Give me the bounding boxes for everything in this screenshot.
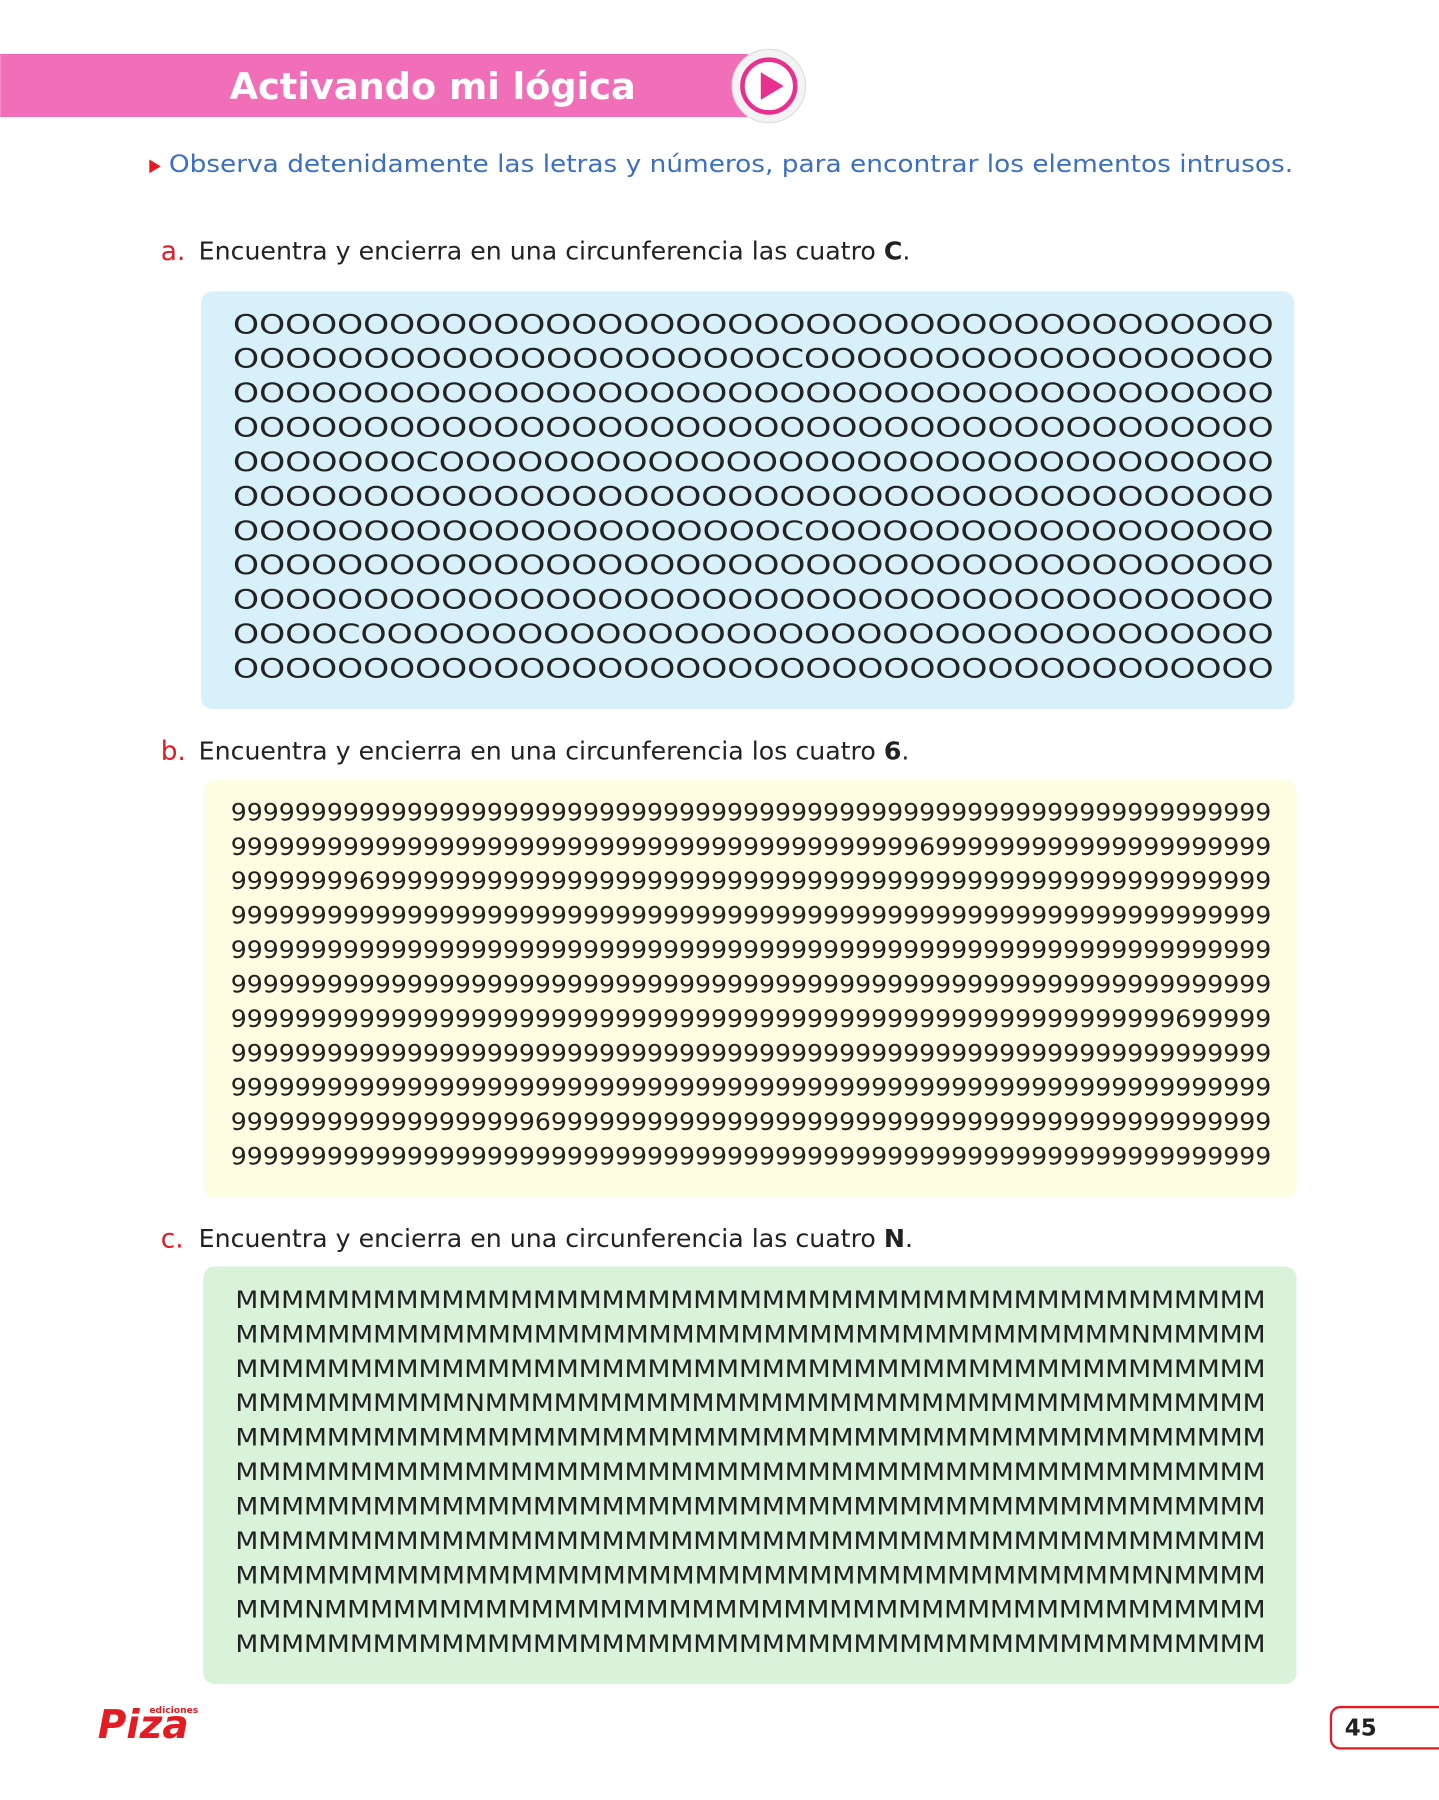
prompt-punct: . [902,236,910,265]
puzzle-row: MMMMMMMMMMMMMMMMMMMMMMMMMMMMMMMMMMMMMMMM… [235,1424,1265,1452]
prompt-target: N [884,1224,905,1253]
puzzle-row: OOOOOOOOOOOOOOOOOOOOOOOOOOOOOOOOOOOOOOOO [233,379,1274,409]
prompt-target: C [884,236,903,265]
puzzle-row: 9999999999999999999999999999999999999999… [231,1005,1272,1033]
puzzle-row: OOOOOOOOOOOOOOOOOOOOOOOOOOOOOOOOOOOOOOOO [233,482,1274,512]
puzzle-row: MMMMMMMMMMMMMMMMMMMMMMMMMMMMMMMMMMMMMMMM… [235,1630,1265,1658]
page-number: 45 [1345,1715,1377,1741]
puzzle-row: 9999999999999999999999999999999999999999… [231,902,1272,930]
puzzle-row: 9999999999999999999999999999999999999999… [231,1143,1272,1171]
prompt-target: 6 [884,737,902,766]
prompt-punct: . [905,1224,913,1253]
puzzle-box [203,1266,1297,1685]
header-bar [0,53,749,118]
section-label: b. [161,737,186,767]
prompt-punct: . [901,737,909,766]
puzzle-row: MMMMMMMMMMMMMMMMMMMMMMMMMMMMMMMMMMMMMMMM… [235,1492,1265,1520]
puzzle-row: MMMMMMMMMMMMMMMMMMMMMMMMMMMMMMMMMMMMMMMM… [235,1527,1265,1555]
header-title: Activando mi lógica [230,65,636,108]
puzzle-row: 9999999999999999999999999999999999999999… [231,798,1272,826]
puzzle-row: 9999999999999999999699999999999999999999… [231,1108,1272,1136]
puzzle-row: 9999999999999999999999999999999999999999… [231,970,1272,998]
puzzle-row: OOOOOOOOOOOOOOOOOOOOOOOOOOOOOOOOOOOOOOOO [233,654,1274,684]
section-label: a. [161,237,186,267]
puzzle-row: OOOOOOOOOOOOOOOOOOOOOOOOOOOOOOOOOOOOOOOO [233,310,1274,340]
prompt: Encuentra y encierra en una circunferenc… [199,737,910,766]
puzzle-row: MMMMMMMMMMMMMMMMMMMMMMMMMMMMMMMMMMMMMMMN… [235,1320,1265,1348]
puzzle-row: 9999999999999999999999999999999999999999… [231,1039,1272,1067]
instruction: Observa detenidamente las letras y númer… [169,150,1293,178]
puzzle-row: 9999999969999999999999999999999999999999… [231,867,1272,895]
puzzle-row: OOOOOOOOOOOOOOOOOOOOOOOOOOOOOOOOOOOOOOOO [233,551,1274,581]
prompt: Encuentra y encierra en una circunferenc… [199,236,911,265]
bullet [149,159,161,174]
play-triangle [760,72,784,100]
section-label: c. [161,1225,184,1255]
puzzle-row: 9999999999999999999999999999999999999999… [231,1074,1272,1102]
puzzle-row: MMMNMMMMMMMMMMMMMMMMMMMMMMMMMMMMMMMMMMMM… [235,1596,1265,1624]
puzzle-row: OOOOOOOCOOOOOOOOOOOOOOOOOOOOOOOOOOOOOOOO [233,448,1274,478]
brand-sub: ediciones [149,1705,198,1716]
puzzle-row: OOOOCOOOOOOOOOOOOOOOOOOOOOOOOOOOOOOOOOOO [233,620,1274,650]
puzzle-box [200,291,1295,709]
puzzle-row: MMMMMMMMMMMMMMMMMMMMMMMMMMMMMMMMMMMMMMMM… [235,1355,1265,1383]
prompt-text: Encuentra y encierra en una circunferenc… [199,1224,876,1253]
puzzle-row: OOOOOOOOOOOOOOOOOOOOOCOOOOOOOOOOOOOOOOOO [233,345,1274,375]
puzzle-box [203,780,1297,1198]
puzzle-row: OOOOOOOOOOOOOOOOOOOOOCOOOOOOOOOOOOOOOOOO [233,517,1274,547]
prompt: Encuentra y encierra en una circunferenc… [199,1224,913,1253]
puzzle-row: MMMMMMMMMMMMMMMMMMMMMMMMMMMMMMMMMMMMMMMM… [235,1561,1265,1589]
puzzle-row: 9999999999999999999999999999999999999999… [231,936,1272,964]
puzzle-row: OOOOOOOOOOOOOOOOOOOOOOOOOOOOOOOOOOOOOOOO [233,414,1274,444]
page-number-box [1329,1705,1439,1750]
prompt-text: Encuentra y encierra en una circunferenc… [199,737,876,766]
puzzle-row: MMMMMMMMMMMMMMMMMMMMMMMMMMMMMMMMMMMMMMMM… [235,1286,1265,1314]
puzzle-row: OOOOOOOOOOOOOOOOOOOOOOOOOOOOOOOOOOOOOOOO [233,586,1274,616]
brand: Piza [98,1703,189,1748]
puzzle-row: MMMMMMMMMMMMMMMMMMMMMMMMMMMMMMMMMMMMMMMM… [235,1458,1265,1486]
prompt-text: Encuentra y encierra en una circunferenc… [199,236,876,265]
puzzle-row: 9999999999999999999999999999999999999999… [231,833,1272,861]
puzzle-row: MMMMMMMMMMNMMMMMMMMMMMMMMMMMMMMMMMMMMMMM… [235,1389,1265,1417]
